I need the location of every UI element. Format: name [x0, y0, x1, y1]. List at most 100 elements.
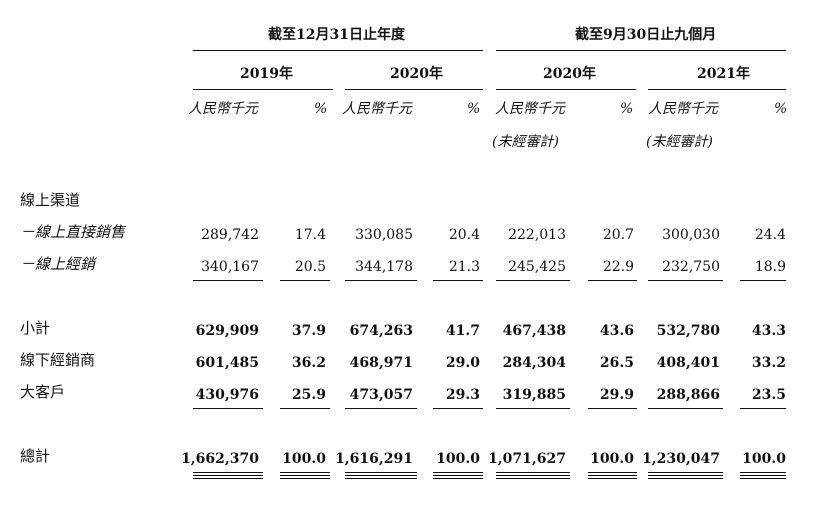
table-cell-total-0: 1,662,370 [181, 451, 259, 467]
rule-total-double-b-4 [496, 475, 570, 476]
table-cell-total-5: 100.0 [590, 451, 634, 467]
unit-label: 人民幣千元 [342, 101, 412, 117]
rule-total-double-b-0 [193, 475, 263, 476]
table-cell-online-direct-0: 289,742 [201, 227, 259, 243]
year-2020-nine: 2020年 [543, 66, 596, 82]
row-label-online-channel: 線上渠道 [20, 191, 81, 209]
row-label-offline-distributors: 線下經銷商 [20, 351, 96, 369]
table-cell-subtotal-7: 43.3 [751, 323, 786, 339]
table-cell-online-direct-7: 24.4 [754, 227, 786, 243]
table-cell-key-accounts-4: 319,885 [502, 387, 566, 403]
year-rule-4 [648, 89, 786, 90]
table-cell-total-4: 1,071,627 [488, 451, 566, 467]
row-label-online-direct: －線上直接銷售 [20, 223, 126, 241]
table-cell-online-distribution-4: 245,425 [508, 259, 566, 275]
rule-total-double-c-4 [496, 478, 570, 479]
table-cell-online-direct-4: 222,013 [508, 227, 566, 243]
rule-before-total-1 [280, 408, 330, 409]
table-cell-online-distribution-6: 232,750 [662, 259, 720, 275]
rule-total-double-c-0 [193, 478, 263, 479]
rule-total-double-c-1 [280, 478, 330, 479]
rule-online-subtotal-0 [193, 280, 263, 281]
rule-total-double-c-3 [433, 478, 483, 479]
rule-total-double-c-5 [588, 478, 637, 479]
table-cell-key-accounts-1: 25.9 [291, 387, 326, 403]
pct-label: % [620, 101, 634, 117]
rule-before-total-4 [496, 408, 570, 409]
rule-before-total-7 [740, 408, 786, 409]
year-2020-full: 2020年 [390, 66, 443, 82]
rule-total-double-c-2 [345, 478, 417, 479]
year-rule-1 [193, 89, 333, 90]
table-cell-online-distribution-5: 22.9 [602, 259, 634, 275]
table-cell-online-distribution-0: 340,167 [201, 259, 259, 275]
rule-before-total-5 [588, 408, 637, 409]
rule-before-total-6 [648, 408, 723, 409]
pct-label: % [314, 101, 328, 117]
table-cell-offline-distributors-2: 468,971 [349, 355, 413, 371]
table-cell-online-direct-5: 20.7 [602, 227, 634, 243]
rule-total-double-b-2 [345, 475, 417, 476]
table-cell-offline-distributors-4: 284,304 [502, 355, 566, 371]
unaudited-label: (未經審計) [646, 134, 713, 150]
table-cell-online-direct-6: 300,030 [662, 227, 720, 243]
table-cell-subtotal-5: 43.6 [599, 323, 634, 339]
table-cell-offline-distributors-3: 29.0 [445, 355, 480, 371]
table-cell-online-distribution-2: 344,178 [355, 259, 413, 275]
rule-online-subtotal-3 [433, 280, 483, 281]
rule-total-double-a-3 [433, 472, 483, 473]
table-cell-total-6: 1,230,047 [642, 451, 720, 467]
table-cell-offline-distributors-5: 26.5 [599, 355, 634, 371]
table-cell-key-accounts-7: 23.5 [751, 387, 786, 403]
table-cell-subtotal-1: 37.9 [291, 323, 326, 339]
table-cell-key-accounts-5: 29.9 [599, 387, 634, 403]
table-cell-total-7: 100.0 [742, 451, 786, 467]
header-rule-full-year [193, 50, 483, 51]
table-cell-online-direct-1: 17.4 [294, 227, 326, 243]
unit-label: 人民幣千元 [648, 101, 718, 117]
rule-before-total-0 [193, 408, 263, 409]
rule-total-double-b-5 [588, 475, 637, 476]
unaudited-label: (未經審計) [492, 134, 559, 150]
rule-total-double-a-2 [345, 472, 417, 473]
period-nine-months-header: 截至9月30日止九個月 [575, 27, 717, 43]
table-cell-online-direct-3: 20.4 [448, 227, 480, 243]
rule-total-double-b-1 [280, 475, 330, 476]
rule-online-subtotal-5 [588, 280, 637, 281]
rule-total-double-a-6 [648, 472, 723, 473]
table-cell-subtotal-3: 41.7 [445, 323, 480, 339]
rule-online-subtotal-2 [345, 280, 417, 281]
rule-before-total-3 [433, 408, 483, 409]
unit-label: 人民幣千元 [188, 101, 258, 117]
rule-total-double-a-7 [740, 472, 786, 473]
period-full-year-header: 截至12月31日止年度 [268, 27, 405, 43]
table-cell-subtotal-0: 629,909 [195, 323, 259, 339]
rule-total-double-c-7 [740, 478, 786, 479]
table-cell-offline-distributors-6: 408,401 [656, 355, 720, 371]
table-cell-online-direct-2: 330,085 [355, 227, 413, 243]
table-cell-key-accounts-3: 29.3 [445, 387, 480, 403]
rule-before-total-2 [345, 408, 417, 409]
pct-label: % [774, 101, 788, 117]
year-rule-2 [345, 89, 483, 90]
rule-total-double-c-6 [648, 478, 723, 479]
row-label-online-distribution: －線上經銷 [20, 255, 96, 273]
rule-online-subtotal-7 [740, 280, 786, 281]
table-cell-online-distribution-1: 20.5 [294, 259, 326, 275]
rule-online-subtotal-6 [648, 280, 723, 281]
pct-label: % [467, 101, 481, 117]
row-label-subtotal: 小計 [20, 319, 51, 337]
table-cell-total-3: 100.0 [436, 451, 480, 467]
rule-total-double-a-0 [193, 472, 263, 473]
table-cell-key-accounts-2: 473,057 [349, 387, 413, 403]
year-2019: 2019年 [240, 66, 293, 82]
table-cell-key-accounts-6: 288,866 [656, 387, 720, 403]
table-cell-online-distribution-3: 21.3 [448, 259, 480, 275]
unit-label: 人民幣千元 [495, 101, 565, 117]
table-cell-offline-distributors-1: 36.2 [291, 355, 326, 371]
table-cell-offline-distributors-7: 33.2 [751, 355, 786, 371]
table-cell-key-accounts-0: 430,976 [195, 387, 259, 403]
rule-total-double-b-6 [648, 475, 723, 476]
rule-online-subtotal-4 [496, 280, 570, 281]
row-label-key-accounts: 大客戶 [20, 383, 66, 401]
